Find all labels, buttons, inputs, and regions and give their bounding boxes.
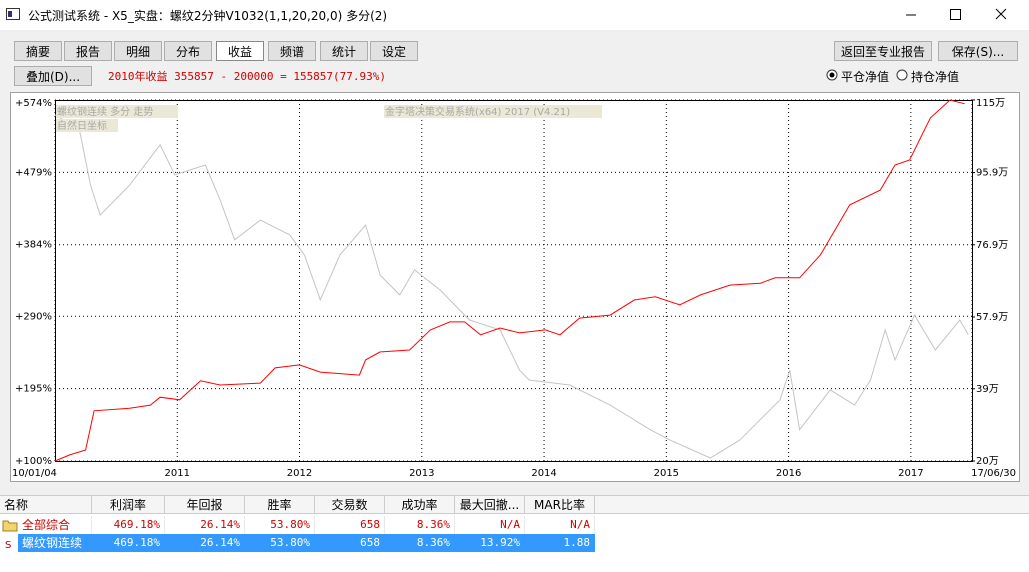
column-header[interactable]: 利润率 [92, 496, 165, 514]
label-background [56, 105, 178, 118]
table-cell: 658 [315, 516, 385, 534]
tab[interactable]: 设定 [370, 41, 418, 61]
y2-tick-label: 95.9万 [976, 168, 1008, 179]
x-tick-label: 2015 [654, 468, 679, 479]
row-icon: S [5, 540, 11, 551]
tab[interactable]: 摘要 [14, 41, 62, 61]
series-line [54, 114, 969, 459]
table-cell: 469.18% [92, 516, 165, 534]
column-header[interactable]: 年回报 [165, 496, 245, 514]
y2-tick-label: 115万 [976, 98, 1005, 109]
radio-label: 平仓净值 [841, 70, 890, 84]
x-tick-label: 2012 [287, 468, 312, 479]
column-header[interactable]: 最大回撤... [455, 496, 525, 514]
x-tick-label: 2017 [898, 468, 923, 479]
svg-text:S: S [5, 540, 11, 551]
table-cell: N/A [525, 516, 595, 534]
column-header-filler [595, 496, 1029, 514]
x-tick-label: 17/06/30 [971, 468, 1016, 479]
plot-area [55, 100, 973, 462]
radio-button[interactable]: 持仓净值 [896, 67, 966, 84]
y2-tick-label: 76.9万 [976, 240, 1008, 251]
radio-label: 持仓净值 [911, 70, 960, 84]
label-background [384, 105, 602, 118]
tab[interactable]: 分布 [164, 41, 212, 61]
y2-tick-label: 57.9万 [976, 312, 1008, 323]
y2-tick-label: 20万 [976, 456, 999, 467]
radio-circle [826, 69, 838, 81]
table-cell: 26.14% [165, 534, 245, 552]
back-button[interactable]: 返回至专业报告 [834, 41, 932, 61]
x-tick-label: 2016 [776, 468, 801, 479]
radio-circle [896, 69, 908, 81]
y-tick-label: +384% [15, 240, 52, 251]
tab[interactable]: 报告 [64, 41, 112, 61]
column-header[interactable]: 交易数 [315, 496, 385, 514]
y-tick-label: +195% [15, 384, 52, 395]
table-cell: 26.14% [165, 516, 245, 534]
column-header[interactable]: MAR比率 [525, 496, 595, 514]
app-icon [6, 8, 20, 20]
series-line [54, 99, 965, 462]
table-cell: 469.18% [92, 534, 165, 552]
x-tick-label: 2011 [165, 468, 190, 479]
table-cell: 全部综合 [18, 516, 92, 534]
table-cell: 8.36% [385, 516, 455, 534]
table-cell: 8.36% [385, 534, 455, 552]
table-cell: N/A [455, 516, 525, 534]
summary-text: 2010年收益 355857 - 200000 = 155857(77.93%) [108, 70, 387, 83]
column-header[interactable]: 胜率 [245, 496, 315, 514]
table-cell: 13.92% [455, 534, 525, 552]
radio-button[interactable]: 平仓净值 [826, 67, 896, 84]
tab[interactable]: 收益 [216, 41, 264, 61]
y-tick-label: +574% [15, 98, 52, 109]
table-cell: 螺纹钢连续 [18, 534, 92, 552]
chart: +100% +195% +290% +384% +479% +574% 20万 39万 57.9… [10, 92, 1020, 482]
y-tick-label: +100% [15, 456, 52, 467]
y2-tick-label: 39万 [976, 384, 999, 395]
table-cell: 1.88 [525, 534, 595, 552]
tab[interactable]: 频谱 [268, 41, 316, 61]
tab[interactable]: 统计 [320, 41, 368, 61]
y-tick-label: +290% [15, 311, 52, 322]
column-header[interactable]: 成功率 [385, 496, 455, 514]
title-bar: 公式测试系统 - X5_实盘：螺纹2分钟V1032(1,1,20,20,0) 多… [0, 0, 1029, 30]
table-cell: 53.80% [245, 516, 315, 534]
tab[interactable]: 明细 [114, 41, 162, 61]
overlay-button[interactable]: 叠加(D)... [14, 66, 92, 86]
window-controls[interactable] [900, 0, 1029, 30]
chart-annotation: 金字塔决策交易系统(x64) 2017 (V4.21) [385, 105, 570, 118]
window-title: 公式测试系统 - X5_实盘：螺纹2分钟V1032(1,1,20,20,0) 多… [28, 9, 388, 23]
row-highlight [18, 534, 595, 552]
table-cell: 53.80% [245, 534, 315, 552]
table-row[interactable]: 全部综合 469.18% 26.14% 53.80% 658 8.36% N/A N/A [0, 516, 595, 534]
column-header[interactable]: 名称 [0, 496, 92, 514]
x-tick-label: 2013 [409, 468, 434, 479]
chart-annotation: 螺纹钢连续 多分 走势 [57, 105, 153, 118]
table-row[interactable]: S 螺纹钢连续 469.18% 26.14% 53.80% 658 8.36% 13.92% 1… [0, 534, 595, 552]
x-tick-label: 10/01/04 [12, 468, 57, 479]
save-button[interactable]: 保存(S)... [938, 41, 1018, 61]
chart-annotation: 自然日坐标 [57, 119, 107, 132]
y-tick-label: +479% [15, 167, 52, 178]
x-tick-label: 2014 [531, 468, 556, 479]
table-cell: 658 [315, 534, 385, 552]
result-table: 名称 利润率 年回报 胜率 交易数 成功率 最大回撤... MAR比率全部综合 469.18% 2… [0, 495, 1029, 572]
label-background [56, 119, 118, 132]
row-icon [2, 520, 18, 532]
